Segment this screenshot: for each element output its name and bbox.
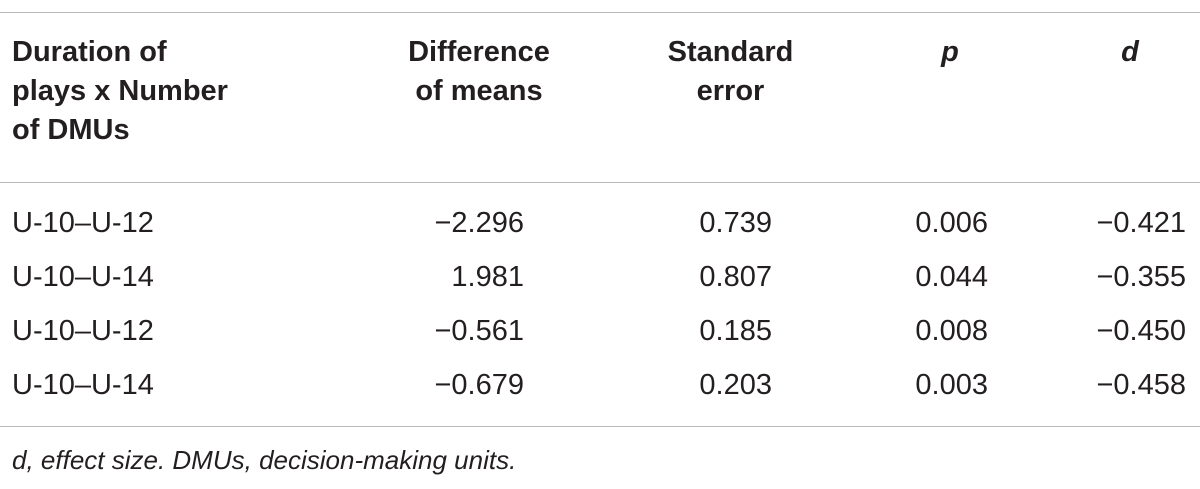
cell-standard-error: 0.739 [699,207,772,239]
cell-difference-of-means: −0.679 [434,369,524,401]
table-bottom-rule [0,426,1200,427]
header-difference-of-means: Difference of means [408,36,550,107]
cell-comparison: U-10–U-14 [12,369,154,401]
table-top-rule [0,12,1200,13]
cell-difference-of-means: −0.561 [434,315,524,347]
cell-d: −0.421 [1096,207,1186,239]
cell-d: −0.450 [1096,315,1186,347]
table-row: U-10–U-12 −2.296 0.739 0.006 −0.421 [0,196,1200,250]
table-row: U-10–U-14 −0.679 0.203 0.003 −0.458 [0,358,1200,412]
cell-comparison: U-10–U-12 [12,315,154,347]
header-standard-error: Standard error [667,36,794,107]
cell-standard-error: 0.203 [699,369,772,401]
header-p: p [941,36,959,68]
cell-p: 0.008 [915,315,988,347]
header-d: d [1121,36,1139,68]
table-row: U-10–U-14 1.981 0.807 0.044 −0.355 [0,250,1200,304]
cell-d: −0.355 [1096,261,1186,293]
cell-standard-error: 0.807 [699,261,772,293]
cell-difference-of-means: 1.981 [451,261,524,293]
cell-p: 0.044 [915,261,988,293]
cell-comparison: U-10–U-14 [12,261,154,293]
cell-difference-of-means: −2.296 [434,207,524,239]
cell-comparison: U-10–U-12 [12,207,154,239]
table-row: U-10–U-12 −0.561 0.185 0.008 −0.450 [0,304,1200,358]
cell-standard-error: 0.185 [699,315,772,347]
cell-p: 0.006 [915,207,988,239]
cell-p: 0.003 [915,369,988,401]
cell-d: −0.458 [1096,369,1186,401]
table-footnote: d, effect size. DMUs, decision-making un… [12,445,517,475]
table-header-rule [0,182,1200,183]
header-duration-x-dmus: Duration of plays x Number of DMUs [12,36,228,146]
